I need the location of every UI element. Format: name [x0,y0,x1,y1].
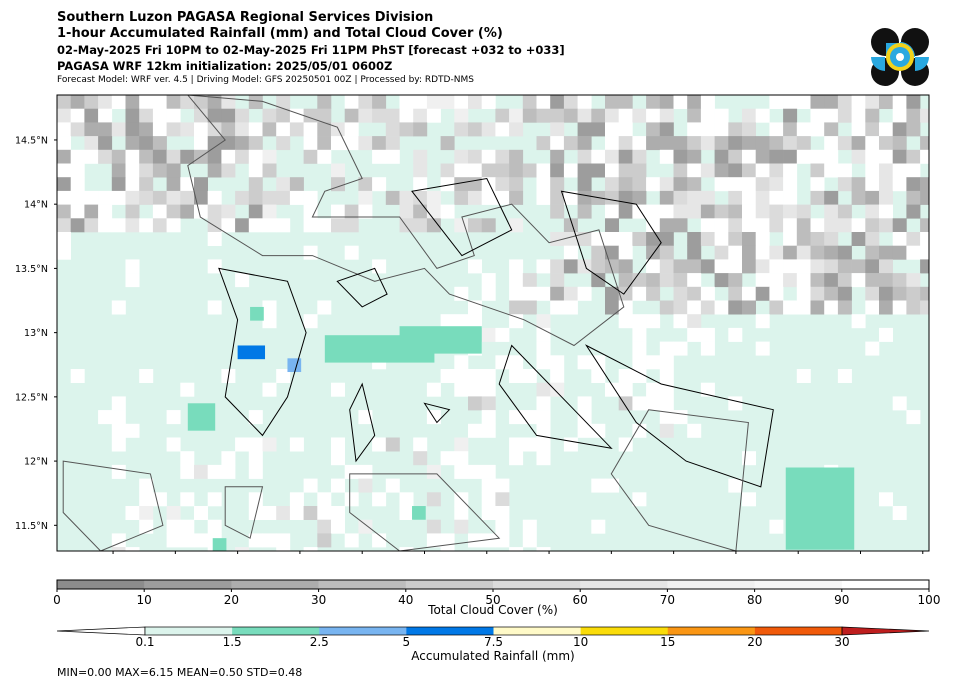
cloud-tick-label: 80 [747,593,762,607]
rain-tick-label: 10 [573,635,588,649]
cloud-tick-label: 100 [918,593,941,607]
landmass-outline [349,473,501,551]
landmass-outline [498,344,613,449]
cloud-tick-label: 20 [224,593,239,607]
rain-color-swatch [667,627,756,635]
landmass-outline [584,344,774,488]
statistics-readout: MIN=0.00 MAX=6.15 MEAN=0.50 STD=0.48 [57,666,303,679]
rain-color-swatch [754,627,843,635]
longitude-ticks: 120°E120.5°E121°E121.5°E122°E122.5°E123°… [112,551,924,554]
landmass-outline [62,460,164,551]
rain-tick-label: 2.5 [310,635,329,649]
cloud-tick-label: 70 [660,593,675,607]
latitude-tick-label: 14°N [24,200,48,211]
cloud-tick-label: 40 [398,593,413,607]
cloud-cover-colorbar: 0 10 20 30 40 50 60 70 80 90 100 [53,579,941,607]
landmass-outline [187,95,625,347]
latitude-tick-label: 11.5°N [15,521,48,532]
cloud-color-swatch [841,580,930,589]
latitude-tick-label: 14.5°N [15,135,48,146]
rain-tick-label: 15 [660,635,675,649]
chart-title: Southern Luzon PAGASA Regional Services … [57,10,434,25]
rain-color-swatch [319,627,407,635]
latitude-tick-label: 13°N [24,328,48,339]
model-info: Forecast Model: WRF ver. 4.5 | Driving M… [57,75,474,85]
rain-color-swatch [493,627,581,635]
rain-tick-label: 7.5 [484,635,503,649]
landmass-outline [411,177,513,257]
rain-color-swatch [145,627,233,635]
rain-tick-label: 5 [403,635,411,649]
latitude-tick-label: 12.5°N [15,392,48,403]
cloud-color-swatch [57,580,145,589]
landmass-outline [218,267,307,437]
cloud-colorbar-title: Total Cloud Cover (%) [427,603,558,617]
landmass-outline [349,382,376,463]
landmass-outline [423,402,451,424]
pagasa-logo-icon [871,28,929,86]
rain-color-swatch [580,627,669,635]
cloud-color-swatch [318,580,407,589]
init-time: PAGASA WRF 12km initialization: 2025/05/… [57,59,393,73]
latitude-tick-label: 12°N [24,457,48,468]
chart-subtitle: 1-hour Accumulated Rainfall (mm) and Tot… [57,26,503,41]
cloud-color-swatch [493,580,581,589]
cloud-color-swatch [754,580,843,589]
rain-tick-label: 20 [747,635,762,649]
coastlines [62,95,774,551]
cloud-rain-grid [57,95,929,551]
cloud-color-swatch [144,580,232,589]
cloud-tick-label: 10 [137,593,152,607]
weather-map: 120°E120.5°E121°E121.5°E122°E122.5°E123°… [15,94,930,554]
rain-color-swatch [232,627,320,635]
cloud-tick-label: 0 [53,593,61,607]
cloud-tick-label: 90 [834,593,849,607]
landmass-outline [610,409,749,551]
rain-color-swatch [406,627,494,635]
cloud-color-swatch [667,580,755,589]
cloud-tick-label: 50 [485,593,500,607]
valid-time: 02-May-2025 Fri 10PM to 02-May-2025 Fri … [57,43,565,57]
rain-tick-label: 1.5 [223,635,242,649]
landmass-outline [560,190,662,295]
latitude-ticks: 14.5°N 14°N 13.5°N 13°N 12.5°N 12°N 11.5°N [15,135,57,532]
map-frame [56,94,930,552]
landmass-outline [336,267,388,308]
cloud-tick-label: 60 [573,593,588,607]
rainfall-colorbar: 0.1 1.5 2.5 5 7.5 10 15 20 30 [56,626,930,649]
cloud-color-swatch [231,580,319,589]
rain-tick-label: 0.1 [135,635,154,649]
rain-colorbar-title: Accumulated Rainfall (mm) [411,649,574,663]
latitude-tick-label: 13.5°N [15,264,48,275]
cloud-tick-label: 30 [311,593,326,607]
landmass-outline [224,486,264,539]
cloud-color-swatch [405,580,494,589]
cloud-color-swatch [580,580,668,589]
rain-tick-label: 30 [834,635,849,649]
